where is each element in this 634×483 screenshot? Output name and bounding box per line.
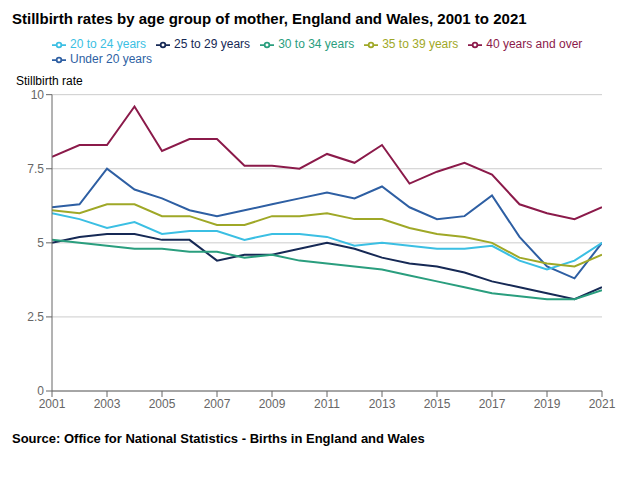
svg-text:2015: 2015 <box>424 397 451 411</box>
html-text:25 to 29 years: 25 to 29 years <box>174 37 251 51</box>
html-text:30 to 34 years: 30 to 34 years <box>278 37 355 51</box>
svg-text:2007: 2007 <box>204 397 231 411</box>
svg-text:7.5: 7.5 <box>27 162 44 176</box>
svg-text:2.5: 2.5 <box>27 310 44 324</box>
svg-text:2009: 2009 <box>259 397 286 411</box>
html-text:35 to 39 years: 35 to 39 years <box>382 37 459 51</box>
svg-text:10: 10 <box>31 88 45 102</box>
svg-text:2019: 2019 <box>534 397 561 411</box>
html-text:Under 20 years: Under 20 years <box>70 51 152 66</box>
svg-text:Stillbirth rate: Stillbirth rate <box>16 74 83 88</box>
svg-text:2003: 2003 <box>94 397 121 411</box>
svg-text:2001: 2001 <box>39 397 66 411</box>
svg-text:2013: 2013 <box>369 397 396 411</box>
html-text:40 years and over: 40 years and over <box>486 37 583 51</box>
html-text:20 to 24 years: 20 to 24 years <box>70 37 147 51</box>
svg-text:2021: 2021 <box>589 397 616 411</box>
html-text:Source: Office for National St: Source: Office for National Statistics -… <box>12 431 425 446</box>
svg-text:2011: 2011 <box>314 397 340 411</box>
svg-text:0: 0 <box>37 384 44 398</box>
svg-text:5: 5 <box>37 236 44 250</box>
svg-text:2005: 2005 <box>149 397 176 411</box>
html-text:Stillbirth rates by age group: Stillbirth rates by age group of mother,… <box>12 10 527 27</box>
svg-text:2017: 2017 <box>479 397 506 411</box>
